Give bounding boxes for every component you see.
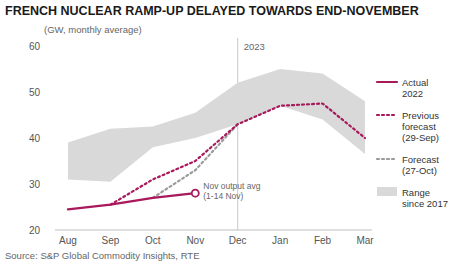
- x-tick-label: Oct: [145, 235, 161, 246]
- x-tick-label: Feb: [314, 235, 332, 246]
- legend-label: Rangesince 2017: [402, 187, 448, 209]
- text-line: Previous: [402, 110, 439, 121]
- chart: FRENCH NUCLEAR RAMP-UP DELAYED TOWARDS E…: [0, 0, 450, 266]
- subtitle: (GW, monthly average): [44, 24, 142, 35]
- text-line: forecast: [402, 121, 436, 132]
- title: FRENCH NUCLEAR RAMP-UP DELAYED TOWARDS E…: [5, 4, 419, 18]
- text-line: Range: [402, 187, 430, 198]
- annotation: 2023: [244, 41, 265, 52]
- y-tick-label: 40: [29, 133, 41, 144]
- text-line: (1-14 Nov): [203, 191, 243, 201]
- legend-swatch: [377, 158, 397, 160]
- legend-label: Actual2022: [402, 77, 428, 99]
- text-line: (29-Sep): [402, 132, 439, 143]
- legend-swatch: [377, 81, 397, 83]
- x-tick-label: Sep: [102, 235, 120, 246]
- series-line: [110, 104, 365, 205]
- y-tick: [52, 184, 55, 185]
- range-band: [68, 69, 365, 182]
- x-tick-label: Mar: [356, 235, 374, 246]
- plot-marks: [68, 69, 365, 209]
- text-line: (27-Oct): [402, 165, 437, 176]
- text-line: Nov output avg: [203, 181, 260, 191]
- y-tick: [52, 138, 55, 139]
- legend-swatch: [377, 114, 397, 116]
- y-tick: [52, 92, 55, 93]
- y-tick: [52, 46, 55, 47]
- legend-swatch: [377, 187, 397, 196]
- x-axis: [55, 230, 372, 231]
- y-tick-label: 50: [29, 87, 41, 98]
- x-tick-label: Aug: [59, 235, 77, 246]
- text-line: 2022: [402, 88, 423, 99]
- annotation: Nov output avg(1-14 Nov): [203, 181, 260, 201]
- y-tick-label: 30: [29, 179, 41, 190]
- x-tick-label: Jan: [272, 235, 288, 246]
- legend-label: Forecast(27-Oct): [402, 154, 439, 176]
- x-tick-label: Dec: [229, 235, 247, 246]
- text-line: Actual: [402, 77, 428, 88]
- chart-container: FRENCH NUCLEAR RAMP-UP DELAYED TOWARDS E…: [0, 0, 450, 266]
- source: Source: S&P Global Commodity Insights, R…: [5, 250, 199, 261]
- text-line: since 2017: [402, 198, 448, 209]
- series-line: [68, 193, 195, 209]
- y-tick-label: 60: [29, 41, 41, 52]
- text-line: Forecast: [402, 154, 439, 165]
- point-marker: [192, 190, 199, 197]
- x-tick-label: Nov: [186, 235, 204, 246]
- y-tick-label: 20: [29, 225, 41, 236]
- legend-label: Previousforecast(29-Sep): [402, 110, 439, 143]
- y-tick: [52, 230, 55, 231]
